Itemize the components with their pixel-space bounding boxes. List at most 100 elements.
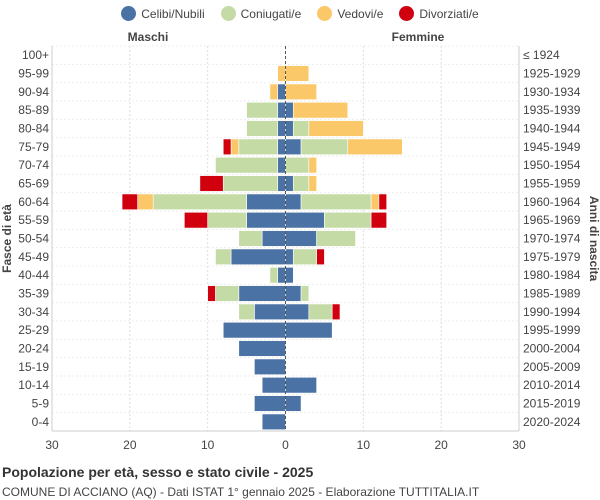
- birth-year-label: 2020-2024: [523, 415, 581, 429]
- age-group-label: 65-69: [18, 177, 49, 191]
- age-group-label: 55-59: [18, 213, 49, 227]
- bar-male-celibi: [277, 266, 286, 284]
- bar-female-nubili: [285, 175, 294, 192]
- birth-year-label: ≤ 1924: [523, 48, 560, 62]
- age-group-label: 10-14: [18, 378, 49, 392]
- bar-male-coniugati: [246, 101, 279, 119]
- bar-female-nubili: [285, 266, 294, 284]
- bar-female-coniugate: [285, 156, 310, 174]
- bar-female-vedove: [370, 193, 380, 211]
- age-group-label: 90-94: [18, 85, 49, 99]
- bar-male-coniugati: [207, 211, 247, 229]
- age-group-label: 0-4: [32, 415, 50, 429]
- bar-female-vedove: [285, 65, 310, 82]
- bar-female-coniugate: [292, 175, 310, 192]
- bar-female-coniugate: [300, 193, 372, 211]
- legend-item-celibi: Celibi/Nubili: [121, 6, 205, 21]
- bar-male-celibi: [254, 395, 286, 412]
- bar-female-coniugate: [308, 303, 333, 321]
- bar-female-divorziate: [378, 193, 387, 211]
- bar-female-nubili: [285, 303, 310, 321]
- age-group-label: 85-89: [18, 103, 49, 117]
- age-group-label: 75-79: [18, 140, 49, 154]
- birth-year-label: 2005-2009: [523, 360, 581, 374]
- population-pyramid-chart: 30 20 10 0 10 20 30 100+ ≤ 1924 95-99 1925-1929 90-…: [0, 30, 600, 452]
- bar-male-coniugati: [269, 266, 279, 284]
- bar-female-nubili: [285, 376, 317, 394]
- bar-male-divorziati: [222, 138, 232, 156]
- age-group-label: 25-29: [18, 323, 49, 337]
- bar-male-celibi: [254, 303, 286, 321]
- bar-female-nubili: [285, 101, 294, 119]
- bar-male-divorziati: [121, 193, 138, 211]
- age-group-label: 5-9: [32, 397, 50, 411]
- birth-year-label: 1970-1974: [523, 232, 581, 246]
- birth-year-label: 1965-1969: [523, 213, 581, 227]
- x-tick-label: 30: [45, 438, 59, 452]
- chart-subtitle: COMUNE DI ACCIANO (AQ) - Dati ISTAT 1° g…: [2, 485, 480, 499]
- bar-male-coniugati: [246, 120, 279, 137]
- bar-male-coniugati: [215, 248, 232, 266]
- bar-male-celibi: [277, 138, 286, 156]
- legend-swatch-coniugati: [220, 6, 236, 21]
- bar-female-nubili: [285, 230, 317, 247]
- legend-label-divorziati: Divorziati/e: [419, 6, 479, 21]
- bar-female-vedove: [308, 120, 364, 137]
- birth-year-label: 1990-1994: [523, 305, 581, 319]
- legend-swatch-divorziati: [399, 6, 415, 21]
- bar-female-coniugate: [300, 285, 310, 302]
- age-group-label: 45-49: [18, 250, 49, 264]
- bar-male-celibi: [246, 193, 286, 211]
- bar-female-nubili: [285, 285, 302, 302]
- age-group-label: 50-54: [18, 232, 49, 246]
- age-group-label: 15-19: [18, 360, 49, 374]
- bar-male-vedovi: [137, 193, 154, 211]
- legend-label-celibi: Celibi/Nubili: [141, 6, 205, 21]
- bar-male-celibi: [277, 120, 286, 137]
- bar-female-divorziate: [331, 303, 341, 321]
- x-tick-label: 0: [282, 438, 289, 452]
- legend-item-coniugati: Coniugati/e: [220, 6, 302, 21]
- bar-male-vedovi: [230, 138, 240, 156]
- males-header: Maschi: [128, 30, 169, 44]
- bar-male-celibi: [246, 211, 286, 229]
- age-group-label: 60-64: [18, 195, 49, 209]
- y-axis-label-left: Fasce di età: [0, 204, 14, 273]
- birth-year-label: 2000-2004: [523, 342, 581, 356]
- bar-male-celibi: [261, 376, 286, 394]
- x-tick-label: 30: [512, 438, 526, 452]
- bar-male-coniugati: [215, 285, 240, 302]
- bar-male-celibi: [261, 413, 286, 431]
- x-tick-label: 10: [201, 438, 215, 452]
- age-group-label: 95-99: [18, 67, 49, 81]
- birth-year-label: 1940-1944: [523, 122, 581, 136]
- bar-female-coniugate: [324, 211, 372, 229]
- birth-year-label: 1960-1964: [523, 195, 581, 209]
- females-header: Femmine: [392, 30, 445, 44]
- bar-male-coniugati: [222, 175, 279, 192]
- birth-year-label: 1975-1979: [523, 250, 581, 264]
- bar-female-vedove: [292, 101, 349, 119]
- bar-male-celibi: [277, 83, 286, 101]
- bar-male-celibi: [238, 340, 286, 357]
- bar-female-vedove: [285, 83, 317, 101]
- bar-male-celibi: [222, 321, 286, 339]
- chart-legend: Celibi/Nubili Coniugati/e Vedovi/e Divor…: [0, 6, 600, 21]
- bar-female-vedove: [308, 175, 317, 192]
- bar-male-coniugati: [238, 138, 279, 156]
- bar-male-celibi: [277, 101, 286, 119]
- bar-male-coniugati: [238, 303, 255, 321]
- bar-male-divorziati: [207, 285, 216, 302]
- bar-female-coniugate: [292, 120, 310, 137]
- legend-label-coniugati: Coniugati/e: [240, 6, 302, 21]
- age-group-label: 70-74: [18, 158, 49, 172]
- age-group-label: 100+: [22, 48, 49, 62]
- legend-swatch-celibi: [121, 6, 137, 21]
- birth-year-label: 1985-1989: [523, 287, 581, 301]
- birth-year-label: 2010-2014: [523, 378, 581, 392]
- bar-female-vedove: [347, 138, 403, 156]
- bar-male-celibi: [277, 156, 286, 174]
- age-group-label: 35-39: [18, 287, 49, 301]
- birth-year-label: 1925-1929: [523, 67, 581, 81]
- bar-male-celibi: [277, 175, 286, 192]
